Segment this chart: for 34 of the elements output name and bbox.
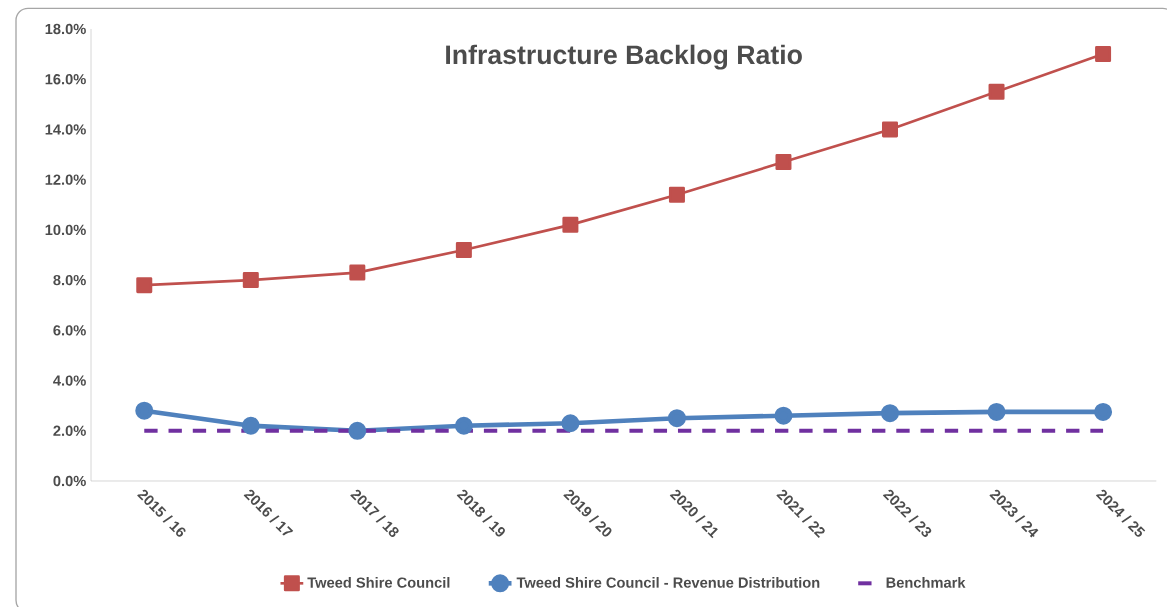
point — [135, 401, 154, 420]
y-tick-label: 8.0% — [53, 274, 86, 286]
point — [774, 406, 793, 425]
y-tick-label: 10.0% — [45, 224, 86, 236]
y-tick-label: 0.0% — [53, 475, 86, 487]
point — [348, 421, 367, 440]
y-tick-label: 18.0% — [45, 23, 86, 35]
point — [349, 264, 366, 281]
y-tick-label: 6.0% — [53, 325, 86, 336]
point — [242, 272, 259, 289]
point — [454, 416, 473, 435]
legend-label: Tweed Shire Council - Revenue Distribution — [516, 577, 820, 588]
text: Infrastructure Backlog Ratio — [446, 44, 802, 70]
y-tick-label: 14.0% — [45, 124, 86, 135]
point — [987, 402, 1006, 421]
point — [561, 414, 580, 433]
point — [1095, 46, 1112, 63]
point — [988, 83, 1005, 100]
y-tick-label: 12.0% — [45, 174, 86, 185]
point — [1094, 402, 1113, 421]
y-tick-label: 4.0% — [53, 375, 86, 386]
y-tick-label: 2.0% — [53, 425, 86, 436]
legend-label: Tweed Shire Council — [307, 577, 450, 588]
point — [667, 409, 686, 428]
y-tick-label: 16.0% — [45, 74, 86, 85]
point — [668, 186, 685, 203]
point — [562, 216, 579, 233]
legend-label: Benchmark — [886, 577, 966, 588]
point — [882, 121, 899, 138]
point — [775, 154, 792, 171]
point — [455, 241, 472, 258]
point — [881, 404, 900, 423]
point — [136, 277, 153, 294]
point — [241, 416, 260, 435]
